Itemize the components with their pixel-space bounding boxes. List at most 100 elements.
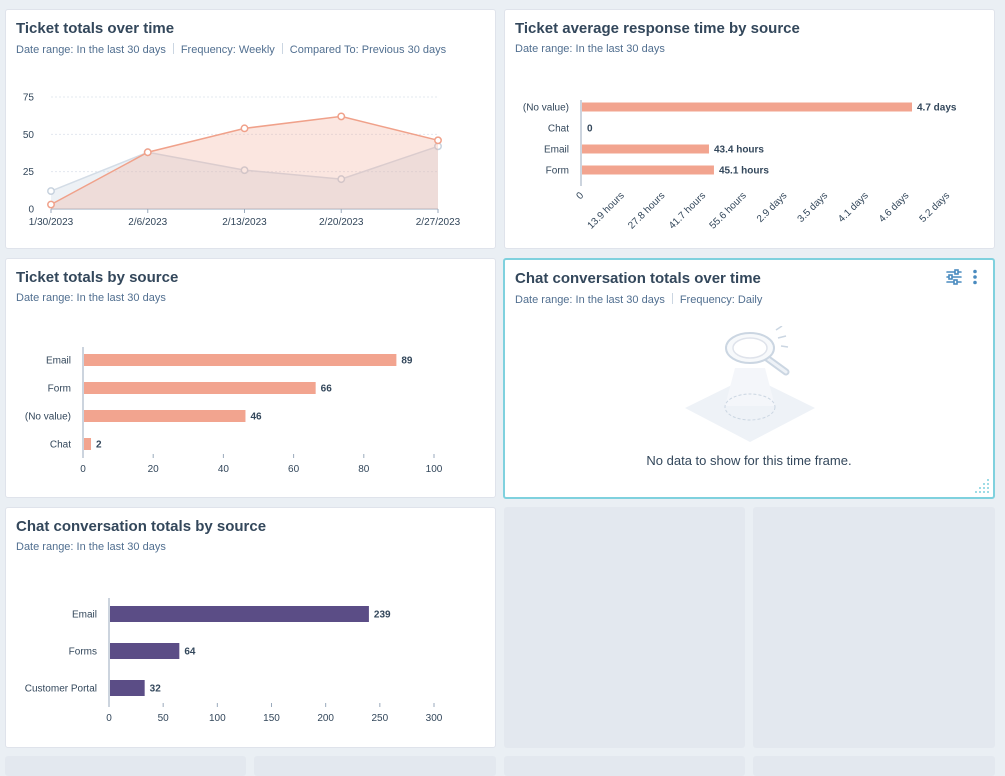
value-label: 66: [321, 384, 333, 395]
x-tick-label: 250: [371, 713, 388, 724]
x-tick-label: 2/20/2023: [319, 217, 364, 228]
bar: [84, 354, 397, 366]
x-tick-label: 20: [148, 464, 160, 475]
value-label: 32: [150, 684, 162, 695]
value-label: 45.1 hours: [719, 166, 769, 177]
value-label: 89: [401, 356, 413, 367]
x-tick-label: 2/27/2023: [416, 217, 461, 228]
x-tick-label: 80: [358, 464, 370, 475]
x-tick-label: 2/13/2023: [222, 217, 267, 228]
card-title: Ticket totals by source: [16, 269, 179, 286]
chat-conversation-by-source-card[interactable]: Chat conversation totals by source Date …: [5, 507, 496, 748]
chat-conversation-over-time-card[interactable]: Chat conversation totals over time Date …: [503, 258, 995, 499]
y-tick-label: 50: [23, 130, 35, 141]
card-filters: Date range: In the last 30 days: [16, 292, 166, 304]
x-tick-label: 2/6/2023: [128, 217, 167, 228]
x-tick-label: 41.7 hours: [667, 190, 708, 231]
category-label: Chat: [548, 124, 569, 135]
bar: [582, 144, 709, 154]
compared-to-filter: Compared To: Previous 30 days: [289, 44, 447, 56]
x-tick-label: 40: [218, 464, 230, 475]
x-tick-label: 100: [426, 464, 443, 475]
card-filters: Date range: In the last 30 days: [16, 541, 166, 553]
category-label: Email: [46, 356, 71, 367]
category-label: Customer Portal: [25, 684, 97, 695]
value-label: 2: [96, 440, 102, 451]
card-filters: Date range: In the last 30 days Frequency…: [515, 293, 762, 306]
empty-slot: [753, 756, 995, 776]
response-time-bar-chart: (No value) 4.7 days Chat 0 Email 43.4 hours Fo…: [523, 100, 957, 232]
data-point: [337, 112, 346, 121]
card-title: Ticket totals over time: [16, 20, 175, 37]
value-label: 43.4 hours: [714, 145, 764, 156]
chat-source-bar-chart: Email 239 Forms 64 Customer Portal 32 0 50 100 15…: [25, 598, 443, 724]
x-tick-label: 0: [106, 713, 112, 724]
x-tick-label: 200: [317, 713, 334, 724]
empty-slot: [5, 756, 246, 776]
data-point: [47, 187, 55, 196]
data-point: [240, 166, 249, 175]
empty-slot: [753, 507, 995, 748]
data-point: [337, 175, 346, 184]
value-label: 239: [374, 610, 391, 621]
kebab-menu-icon[interactable]: [971, 269, 979, 285]
x-tick-label: 27.8 hours: [626, 190, 667, 231]
x-tick-label: 4.6 days: [877, 190, 912, 225]
value-label: 64: [184, 647, 196, 658]
ticket-totals-over-time-card[interactable]: Ticket totals over time Date range: In t…: [5, 9, 496, 249]
date-range-filter: Date range: In the last 30 days: [16, 44, 166, 56]
bar: [110, 643, 180, 659]
category-label: Forms: [69, 647, 97, 658]
empty-slot: [504, 756, 745, 776]
x-tick-label: 150: [263, 713, 280, 724]
ticket-totals-line-chart: 0 25 50 75 1/30/2023 2/6/2023 2/13/2023 2/20/20…: [23, 93, 461, 229]
x-tick-label: 60: [288, 464, 300, 475]
series-area: [51, 146, 438, 209]
category-label: Email: [72, 610, 97, 621]
x-tick-label: 5.2 days: [918, 190, 953, 225]
sliders-icon[interactable]: [946, 269, 962, 285]
frequency-filter: Frequency: Weekly: [180, 44, 275, 56]
date-range-filter: Date range: In the last 30 days: [515, 43, 665, 55]
bar: [110, 606, 369, 622]
empty-slot: [504, 507, 745, 748]
resize-handle-icon[interactable]: [972, 476, 990, 494]
card-filters: Date range: In the last 30 days Frequency…: [16, 43, 446, 56]
x-tick-label: 13.9 hours: [586, 190, 627, 231]
data-point: [47, 200, 55, 209]
category-label: (No value): [25, 412, 71, 423]
empty-state-message: No data to show for this time frame.: [646, 453, 852, 468]
value-label: 4.7 days: [917, 103, 957, 114]
series-area: [51, 116, 438, 209]
ticket-response-time-card[interactable]: Ticket average response time by source D…: [504, 9, 995, 249]
card-title: Ticket average response time by source: [515, 20, 800, 37]
category-label: Form: [546, 166, 569, 177]
ticket-totals-by-source-card[interactable]: Ticket totals by source Date range: In t…: [5, 258, 496, 498]
data-point: [143, 148, 152, 157]
bar: [84, 382, 316, 394]
bar: [110, 680, 145, 696]
value-label: 46: [250, 412, 262, 423]
category-label: (No value): [523, 103, 569, 114]
x-tick-label: 0: [80, 464, 86, 475]
x-tick-label: 3.5 days: [796, 190, 831, 225]
x-tick-label: 2.9 days: [755, 190, 790, 225]
bar: [582, 102, 913, 112]
y-tick-label: 0: [28, 205, 34, 216]
x-tick-label: 50: [158, 713, 170, 724]
bar: [84, 438, 92, 450]
empty-state-magnifier-icon: [685, 326, 815, 442]
bar: [84, 410, 246, 422]
y-tick-label: 25: [23, 167, 35, 178]
data-point: [434, 136, 442, 145]
data-point: [240, 124, 249, 133]
x-tick-label: 1/30/2023: [29, 217, 74, 228]
x-tick-label: 0: [574, 190, 586, 202]
category-label: Form: [48, 384, 71, 395]
category-label: Chat: [50, 440, 71, 451]
frequency-filter: Frequency: Daily: [679, 294, 763, 306]
card-filters: Date range: In the last 30 days: [515, 43, 665, 55]
date-range-filter: Date range: In the last 30 days: [515, 294, 665, 306]
date-range-filter: Date range: In the last 30 days: [16, 292, 166, 304]
